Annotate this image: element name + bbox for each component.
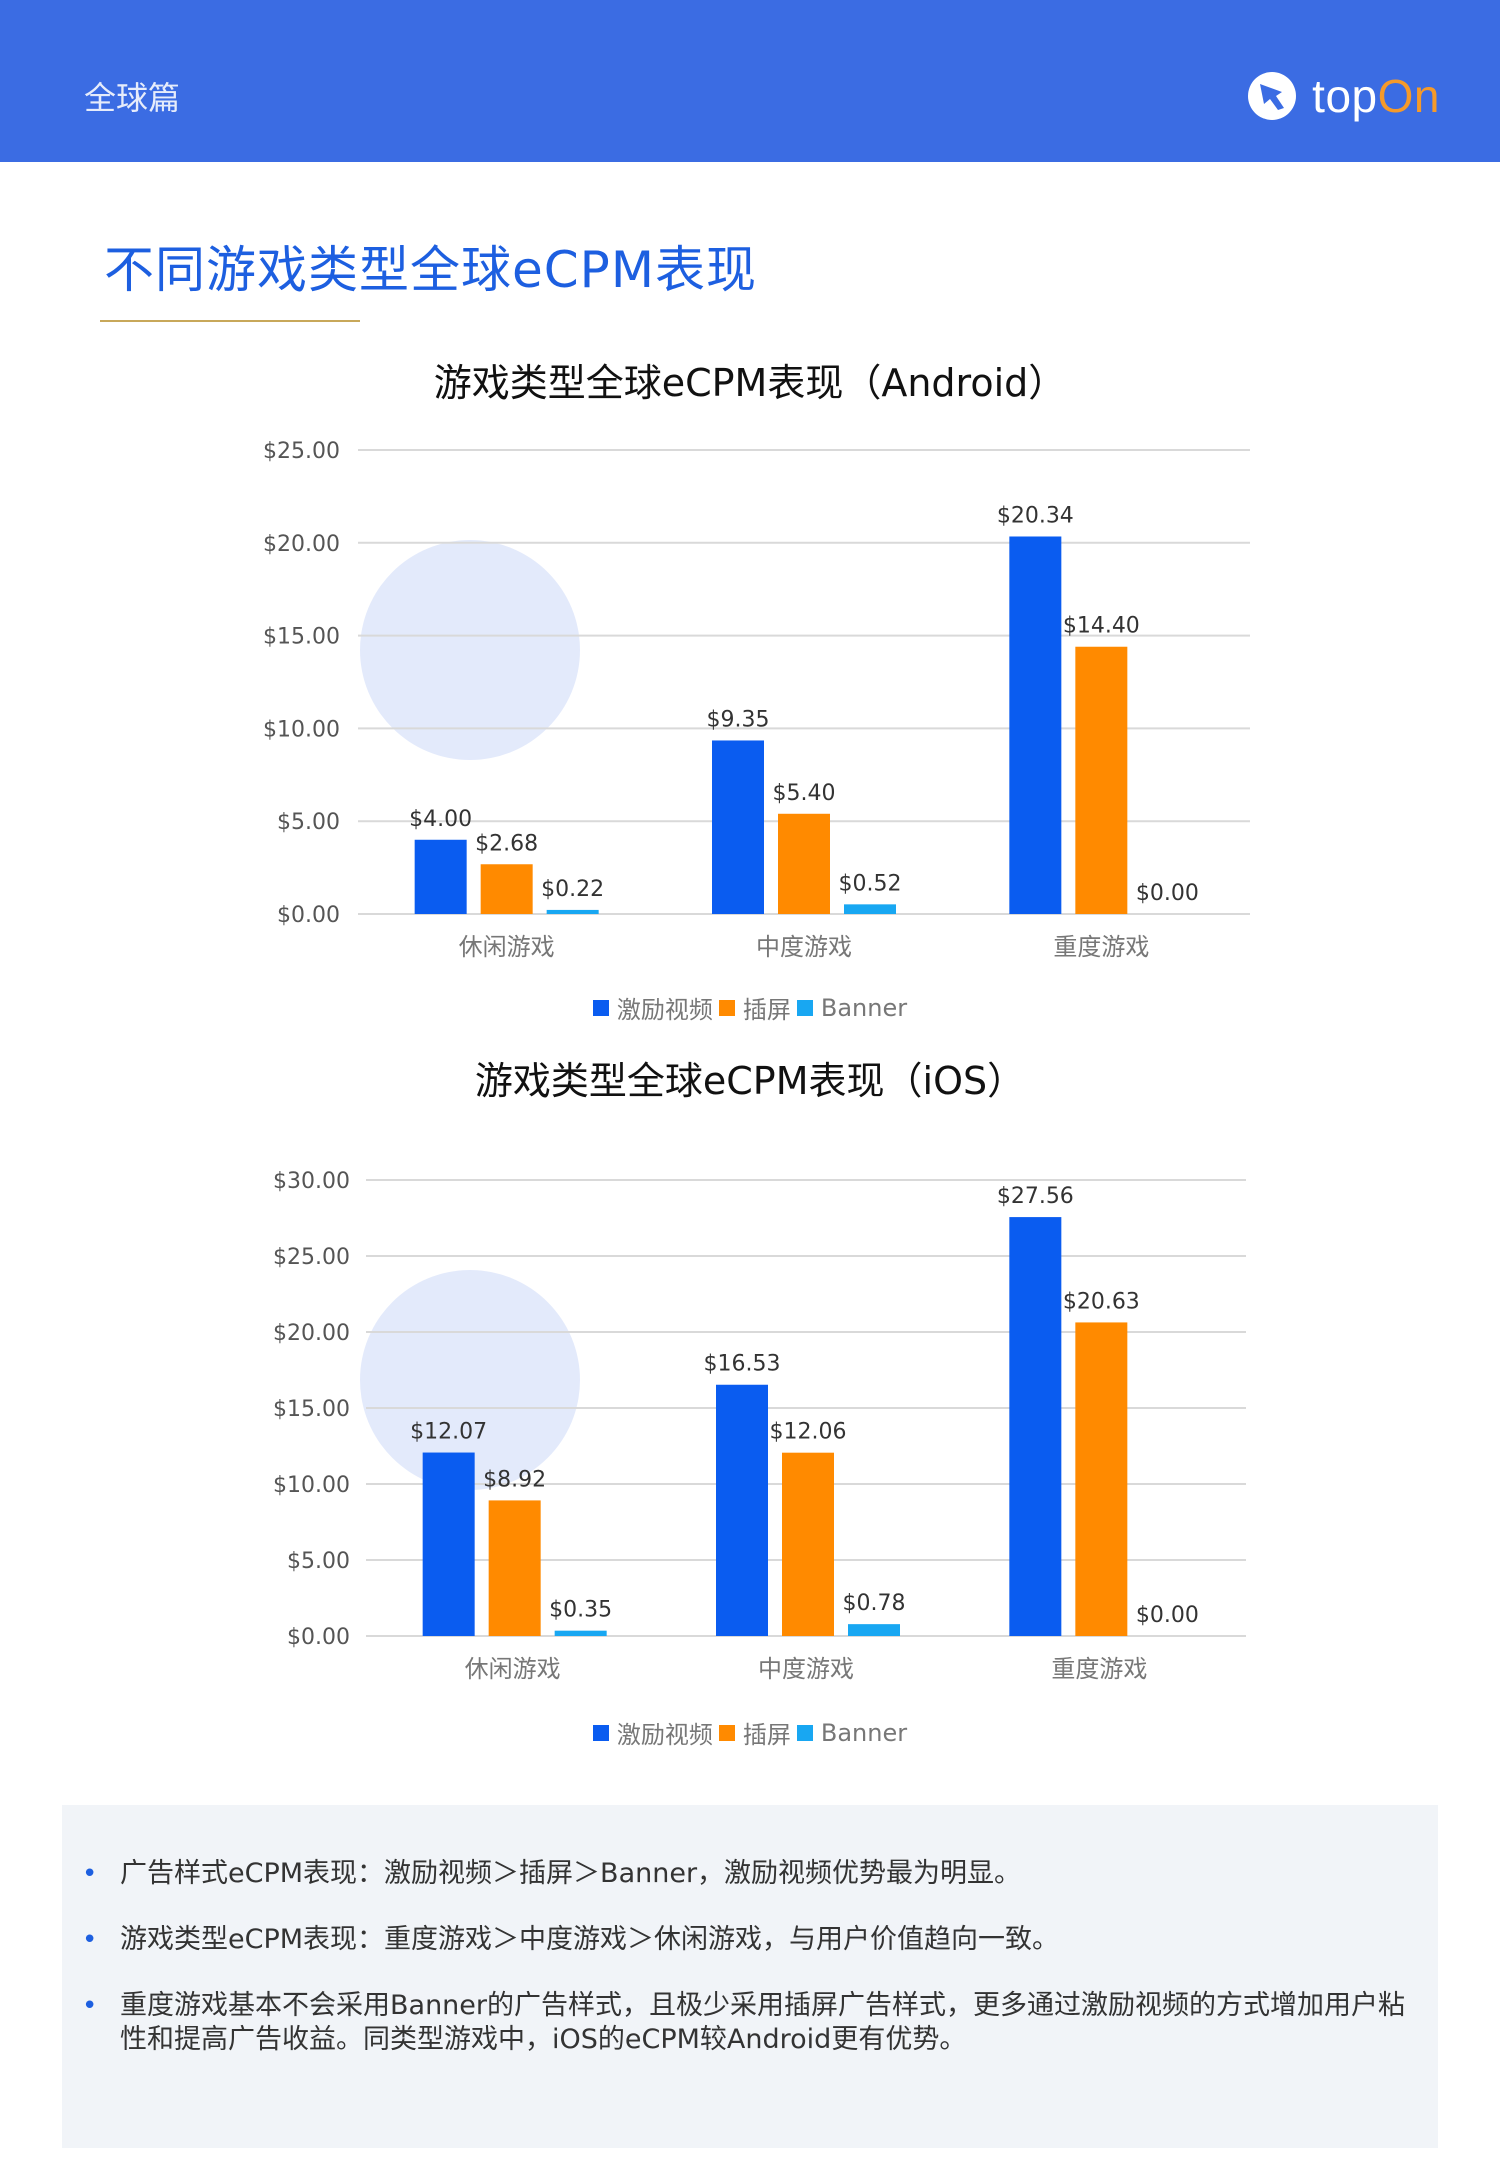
data-label: $0.00 xyxy=(1136,881,1199,906)
chart-title-ios: 游戏类型全球eCPM表现（iOS） xyxy=(474,1059,1026,1103)
legend-label: 插屏 xyxy=(742,996,791,1024)
legend-swatch xyxy=(796,1724,813,1741)
bar-rewarded-video xyxy=(1009,1217,1062,1636)
bar-rewarded-video xyxy=(414,839,467,914)
legend-label: 激励视频 xyxy=(616,1721,713,1749)
data-label: $16.53 xyxy=(704,1352,781,1377)
legend-ios: 激励视频 插屏 Banner xyxy=(0,1715,1500,1750)
topon-logo-icon xyxy=(1248,72,1297,120)
note-item: • 重度游戏基本不会采用Banner的广告样式，且极少采用插屏广告样式，更多通过激… xyxy=(82,1990,1406,2055)
note-item: • 游戏类型eCPM表现：重度游戏＞中度游戏＞休闲游戏，与用户价值趋向一致。 xyxy=(82,1924,1060,1955)
legend-item: Banner xyxy=(796,1718,908,1747)
bar-rewarded-video xyxy=(422,1452,475,1636)
data-label: $14.40 xyxy=(1063,614,1140,639)
brand-wordmark: topOn xyxy=(1312,70,1440,122)
bar-interstitial xyxy=(480,864,533,914)
page-header: 全球篇 topOn xyxy=(0,0,1500,162)
data-label: $20.63 xyxy=(1063,1289,1140,1314)
legend-label: Banner xyxy=(820,993,908,1022)
bar-interstitial xyxy=(1075,646,1128,914)
chart-android: $0.00$5.00$10.00$15.00$20.00$25.00$4.00$… xyxy=(263,439,1250,961)
legend-item: 激励视频 xyxy=(592,990,713,1025)
legend-item: 激励视频 xyxy=(592,1715,713,1750)
watermark-logo xyxy=(360,1270,580,1490)
x-category-label: 休闲游戏 xyxy=(459,933,555,961)
legend-swatch xyxy=(592,1724,609,1741)
y-tick-label: $15.00 xyxy=(273,1397,350,1422)
y-tick-label: $0.00 xyxy=(287,1625,350,1650)
data-label: $12.06 xyxy=(770,1420,847,1445)
y-tick-label: $10.00 xyxy=(263,717,340,742)
bar-banner xyxy=(844,904,896,914)
bar-interstitial xyxy=(778,813,830,914)
bar-banner xyxy=(546,909,599,914)
data-label: $0.22 xyxy=(541,877,604,902)
bar-banner xyxy=(848,1624,900,1636)
summary-notes: • 广告样式eCPM表现：激励视频＞插屏＞Banner，激励视频优势最为明显。 •… xyxy=(62,1805,1438,2148)
legend-label: 激励视频 xyxy=(616,996,713,1024)
legend-android: 激励视频 插屏 Banner xyxy=(0,990,1500,1025)
page-title: 不同游戏类型全球eCPM表现 xyxy=(104,241,757,299)
y-tick-label: $30.00 xyxy=(273,1169,350,1194)
data-label: $2.68 xyxy=(475,831,538,856)
legend-item: 插屏 xyxy=(718,990,791,1025)
chart-title-android: 游戏类型全球eCPM表现（Android） xyxy=(433,361,1067,405)
brand-logo: topOn xyxy=(1246,64,1440,128)
note-item: • 广告样式eCPM表现：激励视频＞插屏＞Banner，激励视频优势最为明显。 xyxy=(82,1858,1022,1889)
legend-label: Banner xyxy=(820,1718,908,1747)
data-label: $27.56 xyxy=(997,1184,1074,1209)
bar-interstitial xyxy=(782,1452,834,1636)
y-tick-label: $20.00 xyxy=(263,532,340,557)
legend-item: 插屏 xyxy=(718,1715,791,1750)
data-label: $0.78 xyxy=(843,1591,906,1616)
bar-interstitial xyxy=(488,1500,541,1636)
y-tick-label: $5.00 xyxy=(287,1549,350,1574)
data-label: $0.52 xyxy=(839,871,902,896)
bar-rewarded-video xyxy=(712,740,764,914)
legend-swatch xyxy=(718,1724,735,1741)
x-category-label: 重度游戏 xyxy=(1051,1655,1147,1683)
y-tick-label: $10.00 xyxy=(273,1473,350,1498)
data-label: $20.34 xyxy=(997,503,1074,528)
y-tick-label: $0.00 xyxy=(277,903,340,928)
y-tick-label: $25.00 xyxy=(273,1245,350,1270)
bar-rewarded-video xyxy=(716,1384,768,1636)
title-underline xyxy=(100,320,360,322)
chart-ios: $0.00 $5.00 $10.00 $15.00 $20.00 $25.00 $30.00… xyxy=(273,1169,1246,1683)
legend-label: 插屏 xyxy=(742,1721,791,1749)
y-tick-label: $15.00 xyxy=(263,625,340,650)
bar-rewarded-video xyxy=(1009,536,1062,914)
x-category-label: 重度游戏 xyxy=(1053,933,1149,961)
bar-interstitial xyxy=(1075,1322,1128,1636)
y-tick-label: $20.00 xyxy=(273,1321,350,1346)
legend-swatch xyxy=(718,999,735,1016)
data-label: $0.00 xyxy=(1136,1603,1199,1628)
watermark-logo xyxy=(360,540,580,760)
y-tick-label: $5.00 xyxy=(277,810,340,835)
data-label: $8.92 xyxy=(483,1467,546,1492)
data-label: $12.07 xyxy=(410,1420,487,1445)
legend-swatch xyxy=(592,999,609,1016)
x-category-label: 休闲游戏 xyxy=(465,1655,561,1683)
data-label: $0.35 xyxy=(549,1598,612,1623)
data-label: $4.00 xyxy=(409,807,472,832)
legend-swatch xyxy=(796,999,813,1016)
data-label: $5.40 xyxy=(773,781,836,806)
bar-banner xyxy=(554,1630,607,1636)
section-label: 全球篇 xyxy=(84,79,181,117)
y-tick-label: $25.00 xyxy=(263,439,340,464)
data-label: $9.35 xyxy=(707,707,770,732)
x-category-label: 中度游戏 xyxy=(756,933,852,961)
legend-item: Banner xyxy=(796,993,908,1022)
x-category-label: 中度游戏 xyxy=(758,1655,854,1683)
